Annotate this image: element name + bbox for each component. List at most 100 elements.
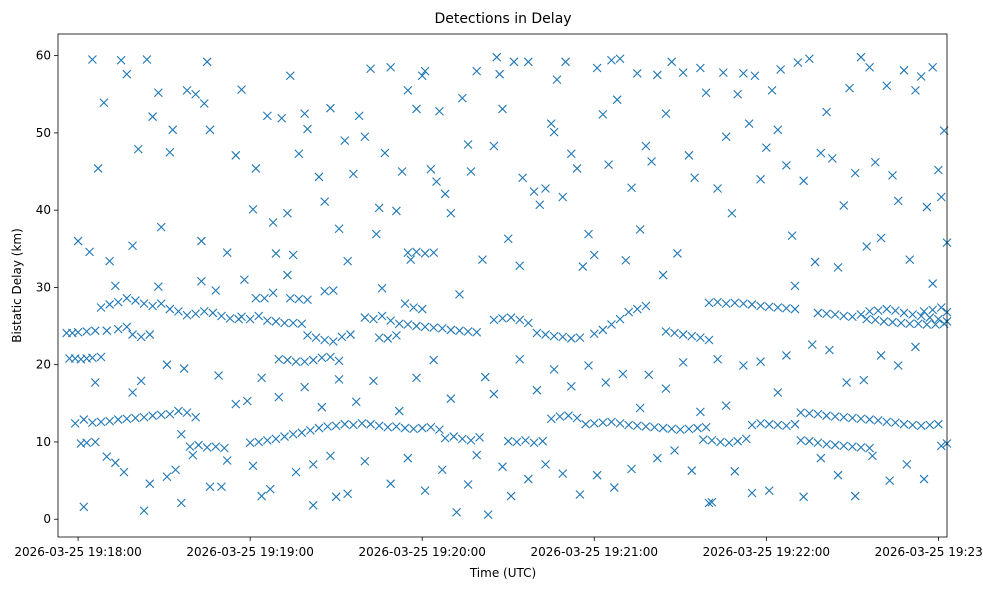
detection-point [701, 422, 711, 432]
detection-point [300, 357, 310, 366]
detection-point [449, 432, 459, 441]
detection-point [515, 354, 525, 364]
detection-point [667, 424, 677, 434]
detection-point [627, 464, 636, 474]
detection-point [420, 322, 430, 332]
detection-point [730, 466, 740, 476]
detection-point [716, 437, 725, 447]
detection-point [908, 310, 917, 319]
detection-point [483, 510, 493, 519]
detection-point [156, 222, 166, 232]
detection-point [523, 318, 533, 328]
detection-point [288, 250, 298, 260]
detection-point [366, 64, 375, 74]
detection-point [331, 421, 341, 431]
detection-point [119, 467, 129, 477]
detection-point [489, 141, 499, 151]
detection-point [868, 451, 877, 461]
detection-point [916, 72, 926, 81]
detection-point [420, 249, 430, 258]
detection-point [466, 436, 476, 445]
detection-point [756, 357, 765, 366]
detection-point [555, 412, 565, 421]
detection-point [245, 314, 255, 324]
detection-point [148, 112, 158, 122]
y-tick-label: 40 [36, 203, 51, 217]
detection-point [541, 459, 550, 469]
y-tick-label: 20 [36, 358, 51, 372]
detection-point [222, 456, 232, 465]
detection-point [251, 164, 261, 173]
detection-point [131, 413, 140, 423]
detection-point [541, 330, 550, 339]
detection-point [509, 57, 519, 67]
detection-point [283, 355, 292, 365]
detection-point [262, 316, 272, 326]
detection-point [535, 200, 545, 210]
detection-point [191, 412, 201, 422]
detection-point [96, 303, 106, 312]
detection-point [856, 442, 866, 452]
detection-point [248, 461, 258, 471]
detection-point [724, 438, 734, 448]
detection-point [592, 63, 602, 73]
detection-point [472, 327, 482, 337]
detection-point [122, 322, 132, 332]
detection-point [564, 411, 573, 421]
detection-point [225, 313, 235, 323]
detection-point [116, 55, 126, 65]
detection-point [280, 432, 289, 441]
detection-point [601, 378, 611, 387]
detection-point [727, 208, 737, 218]
detection-point [890, 418, 900, 428]
detection-point [532, 385, 542, 395]
detection-point [589, 250, 599, 260]
detection-point [406, 255, 416, 265]
detection-point [612, 95, 622, 105]
detection-point [88, 418, 97, 428]
detection-point [627, 183, 636, 193]
detection-point [122, 69, 132, 79]
detection-point [466, 167, 476, 176]
detection-point [581, 419, 591, 429]
detection-point [810, 257, 820, 267]
detection-point [142, 55, 152, 64]
detection-point [647, 157, 657, 166]
detection-point [308, 355, 318, 365]
detection-point [890, 306, 900, 315]
detection-point [506, 313, 516, 322]
detection-point [839, 412, 849, 422]
detection-point [698, 435, 708, 445]
x-tick-label: 2026-03-25 19:20:00 [358, 545, 485, 559]
detection-point [621, 256, 631, 265]
detection-point [934, 165, 943, 175]
detection-point [498, 462, 507, 472]
detection-point [383, 422, 393, 432]
detection-point [822, 439, 831, 449]
detection-point [351, 397, 361, 407]
detection-point [598, 109, 608, 119]
detection-point [641, 141, 651, 151]
detection-point [882, 304, 892, 314]
detection-point [397, 167, 407, 176]
detection-point [366, 419, 375, 429]
detection-point [211, 442, 221, 451]
detection-point [403, 248, 413, 258]
detection-point [873, 415, 883, 425]
detection-point [280, 318, 289, 328]
x-axis-label: Time (UTC) [469, 566, 536, 580]
detection-point [767, 86, 777, 95]
detection-point [392, 330, 401, 340]
detection-point [182, 86, 192, 95]
detection-point [440, 189, 450, 199]
detection-point [687, 331, 697, 341]
detection-point [566, 334, 576, 343]
detection-point [446, 208, 456, 218]
detection-point [787, 231, 797, 241]
detection-point [558, 192, 568, 202]
detection-point [153, 282, 163, 292]
detection-point [113, 297, 123, 307]
detection-point [492, 52, 502, 62]
detection-point [782, 351, 791, 360]
